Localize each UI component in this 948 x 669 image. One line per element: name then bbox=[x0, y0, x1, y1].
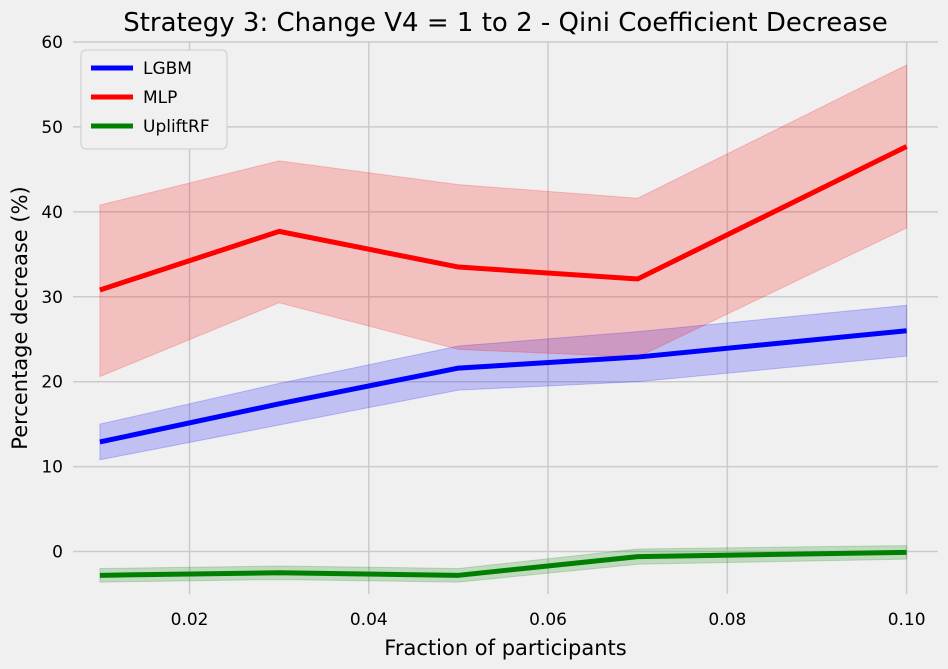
legend: LGBM MLP UpliftRF bbox=[80, 49, 228, 150]
y-tick-label: 50 bbox=[41, 118, 63, 138]
band-lgbm bbox=[99, 304, 908, 461]
x-tick-label: 0.04 bbox=[350, 610, 388, 630]
band-mlp bbox=[99, 64, 908, 378]
x-tick-label: 0.06 bbox=[529, 610, 567, 630]
chart-title: Strategy 3: Change V4 = 1 to 2 - Qini Co… bbox=[123, 8, 888, 38]
line-lgbm bbox=[99, 328, 907, 445]
grid bbox=[73, 41, 938, 594]
line-mlp bbox=[99, 144, 908, 293]
legend-label-lgbm: LGBM bbox=[143, 59, 192, 79]
y-axis-label: Percentage decrease (%) bbox=[8, 186, 32, 449]
y-axis-ticks: 0 10 20 30 40 50 60 bbox=[41, 33, 63, 563]
x-tick-label: 0.10 bbox=[888, 610, 926, 630]
y-tick-label: 10 bbox=[41, 458, 63, 478]
y-tick-label: 60 bbox=[41, 33, 63, 53]
y-tick-label: 30 bbox=[41, 288, 63, 308]
x-axis-label: Fraction of participants bbox=[384, 636, 626, 660]
legend-label-upliftrf: UpliftRF bbox=[143, 117, 210, 137]
legend-label-mlp: MLP bbox=[143, 88, 177, 108]
y-tick-label: 40 bbox=[41, 203, 63, 223]
x-tick-label: 0.02 bbox=[171, 610, 209, 630]
y-tick-label: 0 bbox=[52, 543, 63, 563]
y-tick-label: 20 bbox=[41, 373, 63, 393]
x-tick-label: 0.08 bbox=[708, 610, 746, 630]
x-axis-ticks: 0.02 0.04 0.06 0.08 0.10 bbox=[171, 610, 926, 630]
line-upliftrf bbox=[99, 549, 907, 578]
series-lines bbox=[99, 144, 908, 578]
